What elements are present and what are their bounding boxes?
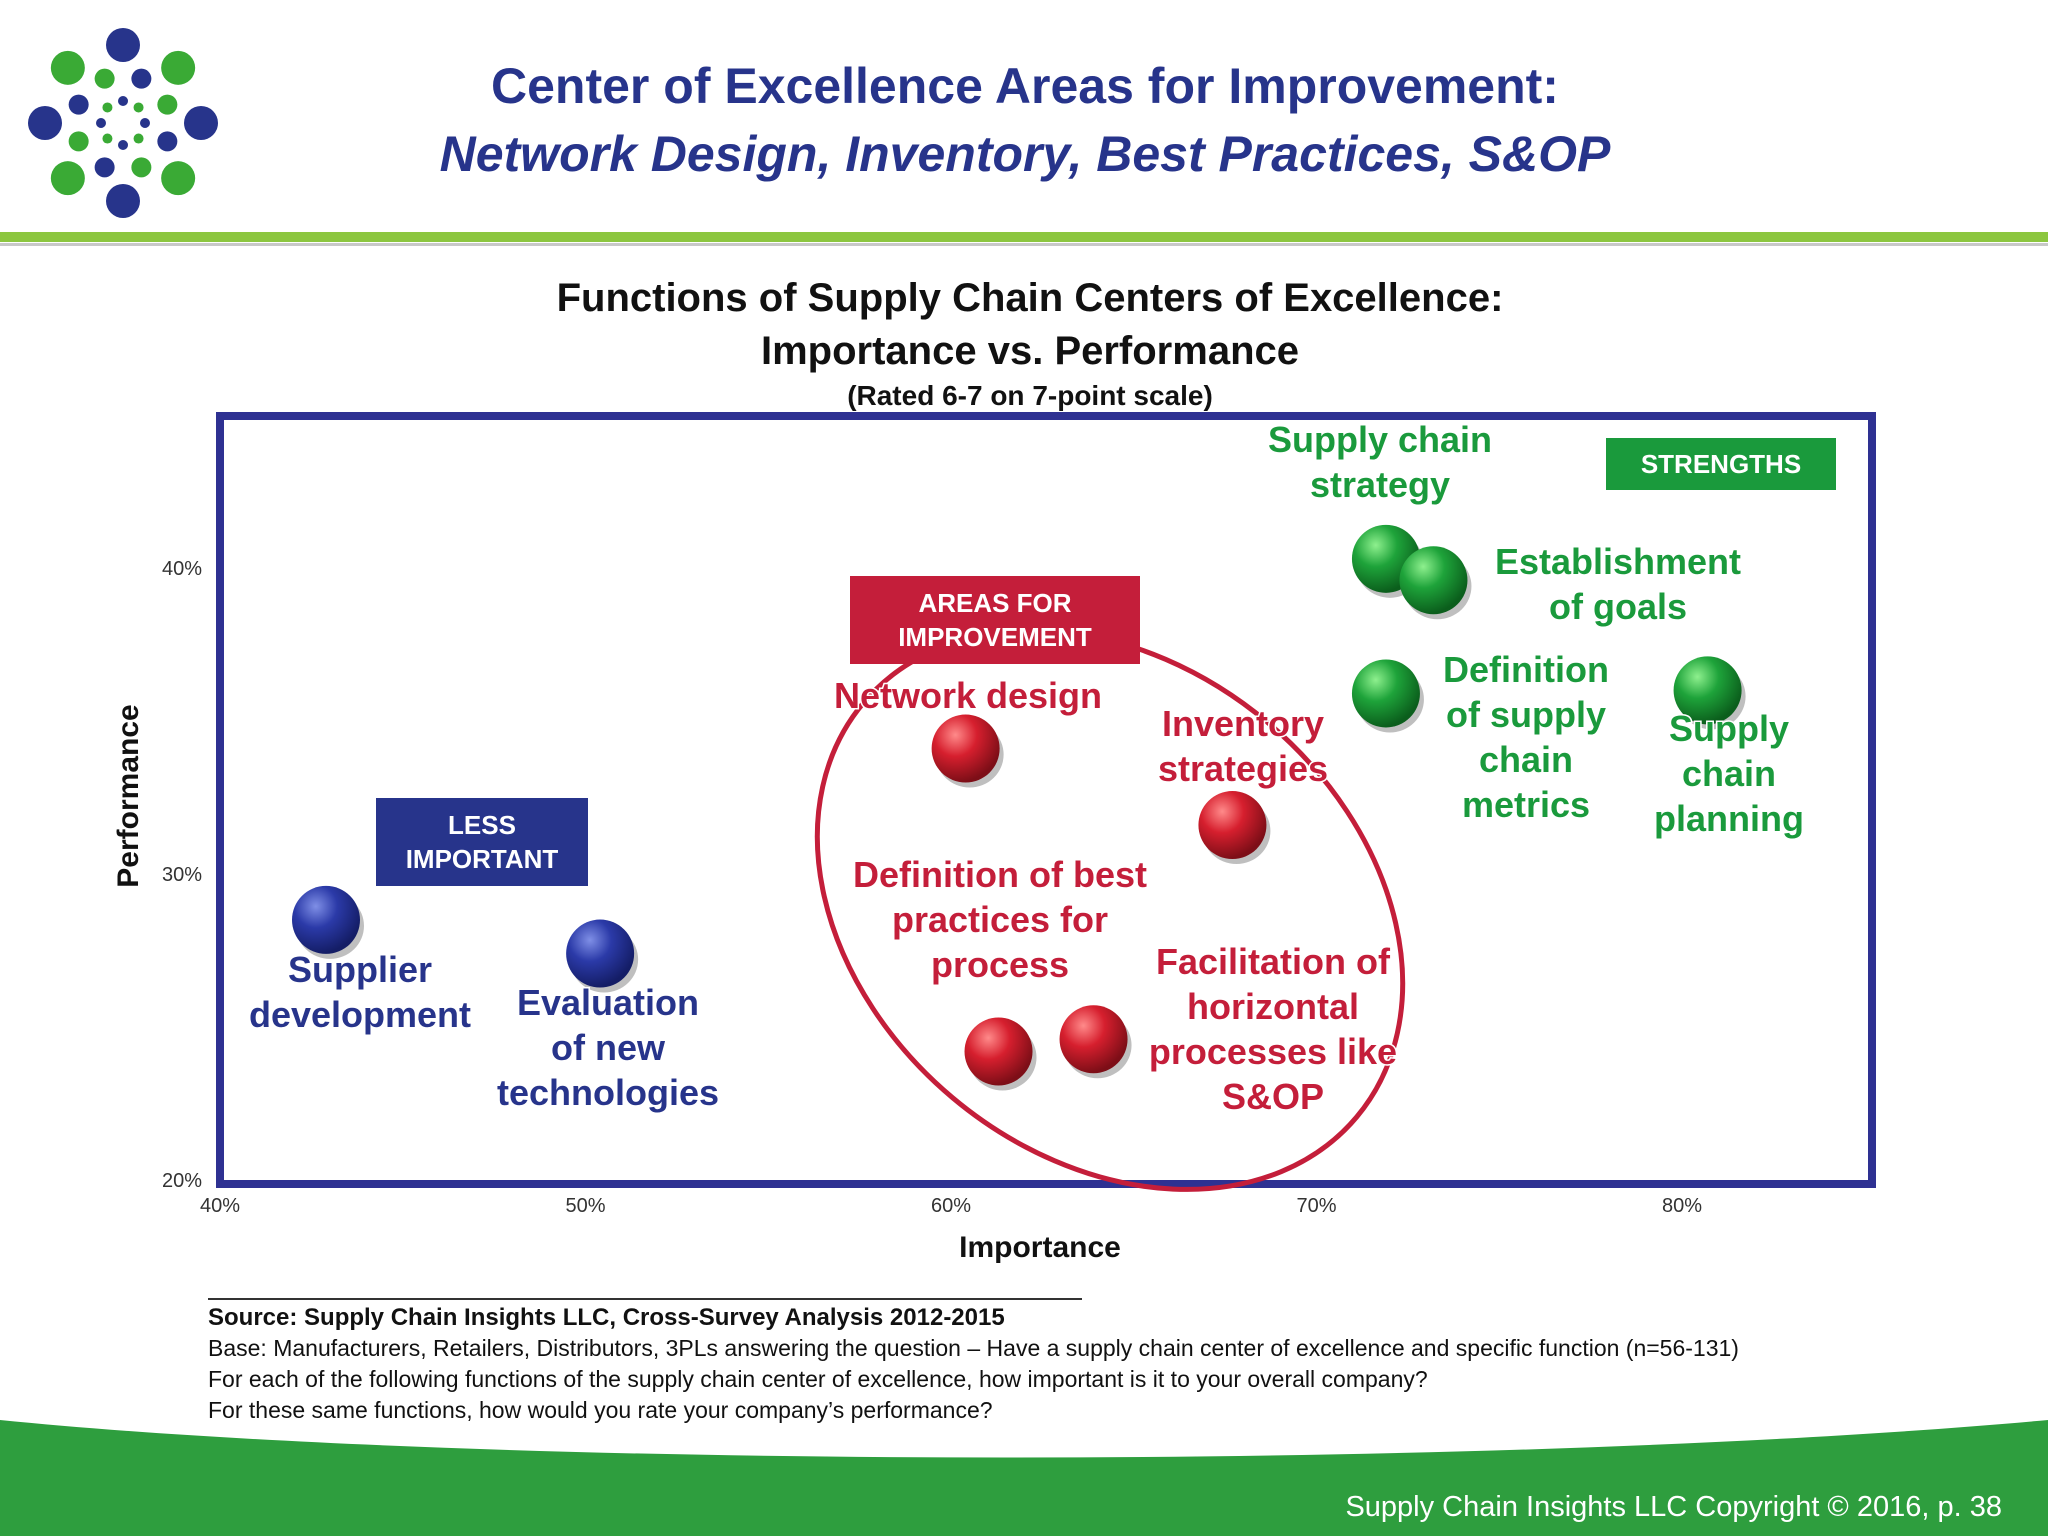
point-label: practices for [892,899,1108,940]
point-label: Definition [1443,649,1609,690]
group-box-0 [376,798,588,886]
chart-subtitle: (Rated 6-7 on 7-point scale) [847,380,1213,411]
chart-title-line1: Functions of Supply Chain Centers of Exc… [556,276,1504,320]
source-title: Source: Supply Chain Insights LLC, Cross… [208,1304,1005,1331]
improvement-ellipse [814,628,1406,1192]
x-tick-label: 40% [200,1195,240,1217]
group-label: LESS [448,810,516,840]
logo-dot [68,94,89,115]
logo-dot [106,184,140,218]
logo-dot [106,28,140,62]
y-tick-label: 40% [162,558,202,580]
logo-dot [161,161,196,196]
logo-dot [118,140,128,150]
group-label: IMPORTANT [406,844,559,874]
source-question-2: For these same functions, how would you … [208,1397,993,1423]
group-label: IMPROVEMENT [898,622,1092,652]
data-point [566,919,635,988]
logo-dot [131,157,152,178]
logo-dot [28,106,62,140]
x-tick-label: 70% [1296,1195,1336,1217]
point-label: strategies [1158,748,1328,789]
point-label: chain [1479,739,1573,780]
logo-dot [184,106,218,140]
logo-dot [140,118,150,128]
point-label: Inventory [1162,703,1324,744]
source-rule [208,1298,1082,1300]
group-label: STRENGTHS [1641,449,1801,479]
slide-title-line2: Network Design, Inventory, Best Practice… [439,126,1611,182]
source-question-1: For each of the following functions of t… [208,1366,1428,1392]
copyright-text: Supply Chain Insights LLC Copyright © 20… [1345,1491,2002,1523]
point-label: Facilitation of [1156,941,1391,982]
source-base: Base: Manufacturers, Retailers, Distribu… [208,1335,1739,1361]
logo-dot [133,133,144,144]
data-point [1351,659,1420,728]
logo-dot [161,50,196,85]
data-point [1399,546,1468,615]
y-tick-label: 30% [162,864,202,886]
group-box-1 [850,576,1140,664]
x-tick-label: 60% [931,1195,971,1217]
point-label: strategy [1310,464,1450,505]
x-tick-label: 80% [1662,1195,1702,1217]
logo-dot [118,96,128,106]
point-label: planning [1654,798,1804,839]
point-label: Evaluation [517,982,699,1023]
source-notes: Source: Supply Chain Insights LLC, Cross… [208,1302,1988,1426]
group-label: AREAS FOR [918,588,1071,618]
point-label: Supply chain [1268,419,1492,460]
logo-dot [102,133,113,144]
point-label: of supply [1446,694,1606,735]
x-axis-label: Importance [959,1231,1121,1264]
logo-dot [102,102,113,113]
group-box-2 [1606,438,1836,490]
point-label: chain [1682,753,1776,794]
y-tick-label: 20% [162,1170,202,1192]
y-axis-label: Performance [112,704,145,887]
point-label: of goals [1549,586,1687,627]
footer-wave [0,1420,2048,1536]
point-label: Supplier [288,949,432,990]
x-tick-label: 50% [565,1195,605,1217]
point-label: technologies [497,1072,719,1113]
point-label: S&OP [1222,1076,1324,1117]
logo-dot [96,118,106,128]
logo-dot [157,131,178,152]
chart-title-line2: Importance vs. Performance [761,329,1299,373]
slide-title: Center of Excellence Areas for Improveme… [330,52,1720,188]
data-point [931,714,1000,783]
plot-frame [216,412,1876,1188]
point-label: development [249,994,471,1035]
logo-dot [94,157,115,178]
chart-title: Functions of Supply Chain Centers of Exc… [440,272,1620,378]
point-label: processes like [1149,1031,1397,1072]
header-divider [0,232,2048,242]
point-label: process [931,944,1069,985]
slide-title-line1: Center of Excellence Areas for Improveme… [491,58,1559,114]
logo-dot [133,102,144,113]
logo-dot [94,68,115,89]
point-label: Network design [834,675,1102,716]
point-label: of new [551,1027,666,1068]
data-point [1198,791,1267,860]
data-point [1059,1005,1128,1074]
point-label: Supply [1669,708,1789,749]
data-point [291,885,360,954]
point-label: metrics [1462,784,1590,825]
point-label: horizontal [1187,986,1359,1027]
logo-dot [50,161,85,196]
company-logo [28,28,218,218]
data-point [964,1017,1033,1086]
logo-dot [131,68,152,89]
data-point [1673,656,1742,725]
scatter-chart: 40% 50% 60% 70% 80% 20% 30% 40% LESS IMPORTANT AR… [112,412,1876,1264]
logo-dot [68,131,89,152]
point-label: Establishment [1495,541,1741,582]
logo-dot [157,94,178,115]
point-label: Definition of best [853,854,1147,895]
header-shadow-line [0,243,2048,246]
logo-dot [50,50,85,85]
